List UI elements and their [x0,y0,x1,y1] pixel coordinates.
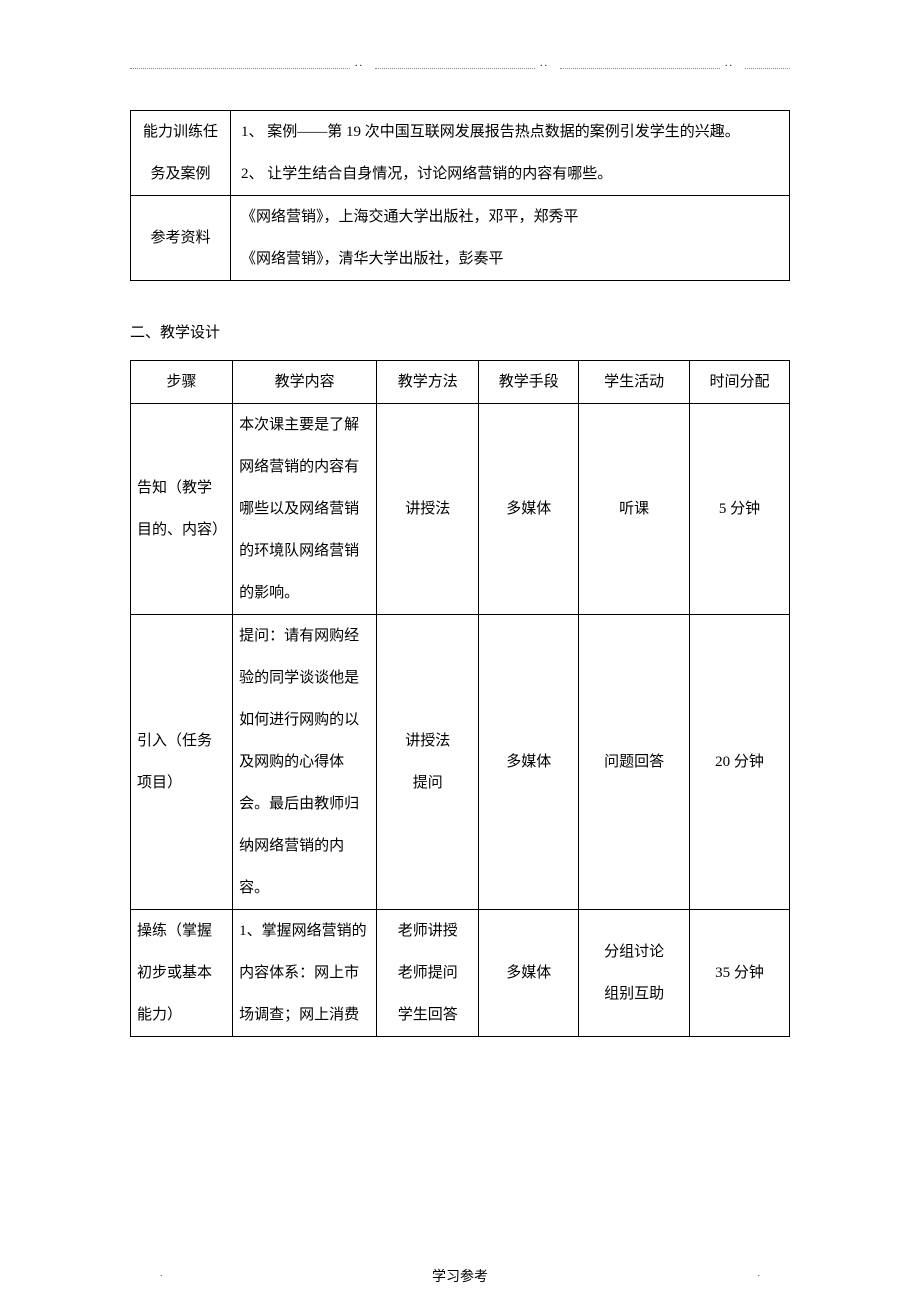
col-header: 教学内容 [233,361,377,404]
teaching-design-table: 步骤 教学内容 教学方法 教学手段 学生活动 时间分配 告知（教学目的、内容） … [130,360,790,1037]
method-line: 学生回答 [383,994,472,1036]
col-header: 步骤 [131,361,233,404]
method-line: 老师提问 [383,952,472,994]
summary-table: 能力训练任 务及案例 1、 案例——第 19 次中国互联网发展报告热点数据的案例… [130,110,790,281]
means-cell: 多媒体 [479,910,579,1037]
col-header: 教学手段 [479,361,579,404]
method-line: 讲授法 [383,720,472,762]
means-cell: 多媒体 [479,404,579,615]
row-content: 《网络营销》，上海交通大学出版社，邓平，郑秀平 《网络营销》，清华大学出版社，彭… [231,196,790,281]
row-label: 能力训练任 务及案例 [131,111,231,196]
content-text: 提问：请有网购经验的同学谈谈他是如何进行网购的以及网购的心得体会。最后由教师归纳… [239,615,370,909]
col-header: 时间分配 [690,361,790,404]
header-dotted-rule: .. .. .. [130,60,790,80]
content-line: 2、 让学生结合自身情况，讨论网络营销的内容有哪些。 [241,153,779,195]
content-line: 《网络营销》，上海交通大学出版社，邓平，郑秀平 [241,196,779,238]
content-text: 1、掌握网络营销的内容体系：网上市场调查；网上消费 [239,910,370,1036]
label-text: 务及案例 [141,153,220,195]
footer-dot-right: . [758,1268,761,1279]
content-cell: 1、掌握网络营销的内容体系：网上市场调查；网上消费 [233,910,377,1037]
method-line: 提问 [383,762,472,804]
time-cell: 5 分钟 [690,404,790,615]
table-header-row: 步骤 教学内容 教学方法 教学手段 学生活动 时间分配 [131,361,790,404]
means-cell: 多媒体 [479,615,579,910]
step-text: 操练（掌握初步或基本能力） [137,910,226,1036]
content-cell: 提问：请有网购经验的同学谈谈他是如何进行网购的以及网购的心得体会。最后由教师归纳… [233,615,377,910]
method-cell: 老师讲授 老师提问 学生回答 [377,910,479,1037]
table-row: 引入（任务项目） 提问：请有网购经验的同学谈谈他是如何进行网购的以及网购的心得体… [131,615,790,910]
content-line: 1、 案例——第 19 次中国互联网发展报告热点数据的案例引发学生的兴趣。 [241,111,779,153]
step-text: 告知（教学目的、内容） [137,467,226,551]
step-text: 引入（任务项目） [137,720,226,804]
row-label: 参考资料 [131,196,231,281]
activity-line: 组别互助 [585,973,683,1015]
row-content: 1、 案例——第 19 次中国互联网发展报告热点数据的案例引发学生的兴趣。 2、… [231,111,790,196]
activity-cell: 听课 [579,404,690,615]
time-cell: 20 分钟 [690,615,790,910]
col-header: 学生活动 [579,361,690,404]
content-text: 本次课主要是了解网络营销的内容有哪些以及网络营销的环境队网络营销的影响。 [239,404,370,614]
table-row: 操练（掌握初步或基本能力） 1、掌握网络营销的内容体系：网上市场调查；网上消费 … [131,910,790,1037]
method-line: 老师讲授 [383,910,472,952]
section-title: 二、教学设计 [130,321,790,342]
label-text: 能力训练任 [141,111,220,153]
table-row: 参考资料 《网络营销》，上海交通大学出版社，邓平，郑秀平 《网络营销》，清华大学… [131,196,790,281]
time-cell: 35 分钟 [690,910,790,1037]
footer-center-text: 学习参考 [0,1266,920,1286]
content-cell: 本次课主要是了解网络营销的内容有哪些以及网络营销的环境队网络营销的影响。 [233,404,377,615]
activity-line: 分组讨论 [585,931,683,973]
table-row: 能力训练任 务及案例 1、 案例——第 19 次中国互联网发展报告热点数据的案例… [131,111,790,196]
activity-cell: 问题回答 [579,615,690,910]
step-cell: 告知（教学目的、内容） [131,404,233,615]
col-header: 教学方法 [377,361,479,404]
activity-cell: 分组讨论 组别互助 [579,910,690,1037]
content-line: 《网络营销》，清华大学出版社，彭奏平 [241,238,779,280]
method-cell: 讲授法 提问 [377,615,479,910]
step-cell: 引入（任务项目） [131,615,233,910]
table-row: 告知（教学目的、内容） 本次课主要是了解网络营销的内容有哪些以及网络营销的环境队… [131,404,790,615]
method-cell: 讲授法 [377,404,479,615]
step-cell: 操练（掌握初步或基本能力） [131,910,233,1037]
